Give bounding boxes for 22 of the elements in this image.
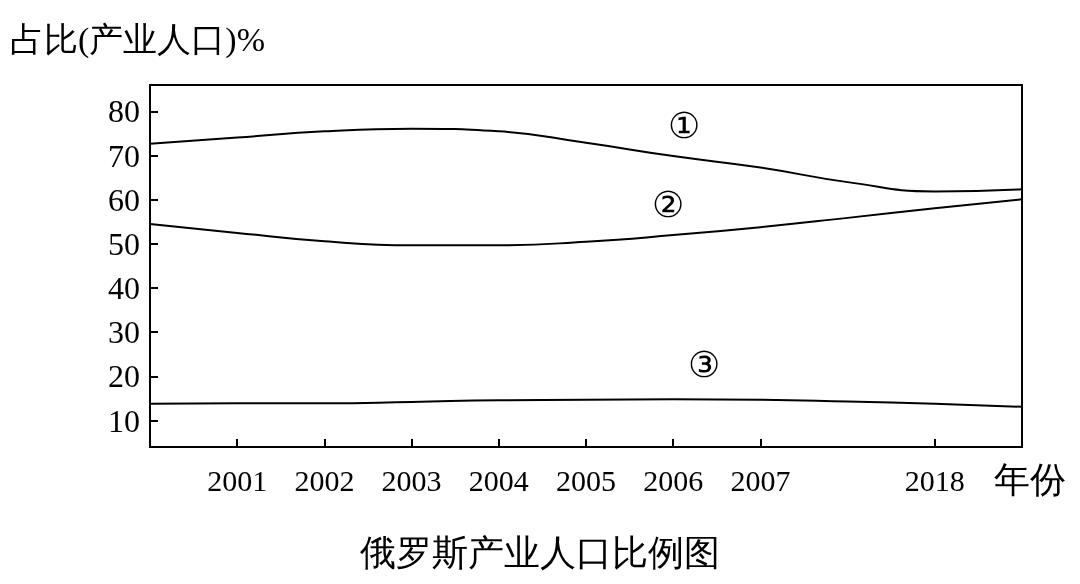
y-tick-label: 40 [108, 270, 140, 307]
y-tick-label: 30 [108, 314, 140, 351]
y-tick-label: 80 [108, 93, 140, 130]
y-axis-title: 占比(产业人口)% [10, 20, 265, 59]
y-tick-label: 20 [108, 358, 140, 395]
y-tick-label: 50 [108, 225, 140, 262]
x-axis-title: 年份 [994, 460, 1066, 500]
text: 俄罗斯产业人口比例图 [360, 533, 720, 573]
annotation: ② [652, 185, 684, 225]
x-tick-label: 2005 [556, 463, 616, 497]
y-tick-label: 10 [108, 402, 140, 439]
y-tick-label: 60 [108, 181, 140, 218]
x-tick-label: 2003 [381, 463, 442, 497]
x-tick-label: 2004 [468, 463, 529, 497]
x-tick-label: 2006 [643, 463, 704, 497]
y-tick-label: 70 [108, 137, 140, 174]
annotation: ① [668, 106, 700, 146]
annotation: ③ [688, 345, 720, 385]
x-tick-label: 2018 [904, 463, 965, 497]
x-tick-label: 2002 [294, 463, 355, 497]
x-tick-label: 2001 [207, 463, 268, 497]
x-tick-label: 2007 [730, 463, 791, 497]
